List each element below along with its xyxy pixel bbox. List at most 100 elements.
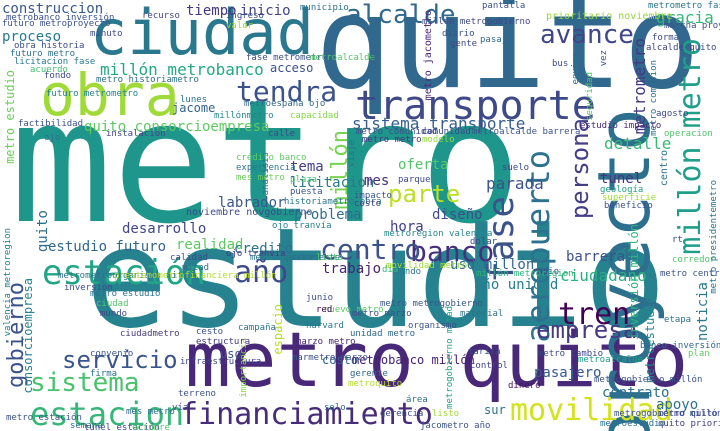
word-modelo: modelo	[422, 135, 455, 145]
word-metro-cambio: metro cambio	[538, 349, 604, 359]
word-viaje: viaje	[347, 140, 357, 168]
word-metrogobierno-millon: metrogobierno millón	[614, 409, 720, 419]
word-mundo: mundo	[394, 267, 422, 277]
word-sistema: sistema	[30, 368, 140, 398]
word-sur: sur	[484, 403, 506, 417]
word-uso: uso	[220, 347, 242, 361]
word-metrometro-fase: metrometro fase	[648, 1, 720, 11]
word-metroregion-valencia: metroregion valencia	[384, 229, 493, 239]
word-radio: radio	[532, 267, 560, 277]
word-tema: tema	[290, 159, 324, 175]
word-tunel: tunel	[600, 171, 643, 187]
word-agosto: agosto	[656, 109, 689, 119]
word-obra: obra	[40, 61, 180, 129]
word-presidente: presidente	[286, 253, 341, 263]
word-geologia: geología	[600, 185, 644, 195]
word-inicio: inicio	[240, 3, 291, 19]
word-metrobanco-inversion: metrobanco inversión	[6, 13, 115, 23]
word-inversion: inversion	[64, 283, 113, 293]
word-solo: solo	[324, 403, 346, 413]
word-impacto: impacto	[354, 191, 392, 201]
word-marmetro-marzo: marmetro marzo	[292, 353, 368, 363]
word-gente: gente	[450, 39, 478, 49]
word-junio: junio	[306, 293, 334, 303]
word-corredor: corredor	[672, 255, 716, 265]
word-dolar: dolar	[470, 237, 498, 247]
word-material: material	[460, 309, 504, 319]
word-metro-estudio: metro estudio	[3, 70, 17, 164]
word-puesta: puesta	[290, 187, 323, 197]
word-quito-prioridad: quito prioridad	[658, 419, 720, 429]
word-ojo-tranvia: ojo tranvia	[226, 249, 286, 259]
word-noticia: noticia	[695, 282, 711, 342]
word-millonmetro: millónmetro	[214, 111, 274, 121]
word-banco-inversion: banco inversión	[640, 341, 720, 351]
word-semana: semana	[70, 421, 103, 431]
word-sistema-transporte: sistema transporte	[352, 114, 526, 133]
word-prestamometrofinanciera-millon: prestamometrofinanciera millón	[114, 271, 277, 281]
word-contrato: contrato	[602, 385, 670, 401]
word-jacometro-ano: jacometro año	[420, 421, 491, 431]
word-mes-metro-small: mes metro	[126, 407, 175, 417]
word-marzo-metro: marzo metro	[296, 337, 356, 347]
word-estudio-futuro: estudio futuro	[48, 239, 167, 255]
word-infraestructura: infraestructura	[180, 357, 262, 367]
word-alcalde-quito: alcalde quito	[646, 43, 717, 53]
word-millonmetro-small: millonmetro	[369, 30, 379, 90]
word-metro-comision: metro comision	[649, 60, 659, 136]
word-seguridad: seguridad	[585, 72, 595, 121]
word-metro-centro: metro centro	[660, 269, 720, 279]
word-tiempo: tiempo	[186, 3, 237, 19]
word-via: vía	[172, 403, 189, 413]
word-mitad: mitad	[182, 263, 210, 273]
word-recurso: recurso	[142, 11, 180, 21]
word-metro-quito: metro quito	[185, 315, 689, 404]
word-minuto: minuto	[90, 29, 123, 39]
word-ciudadmetro: ciudadmetro	[120, 329, 180, 339]
word-campana: campaña	[238, 323, 276, 333]
word-plaza: plaza	[290, 175, 318, 185]
word-ciudadano: ciudadano	[560, 266, 647, 285]
word-rt: rt	[672, 235, 683, 245]
word-metroquito: metroquito	[348, 379, 403, 389]
word-metrogobierno-millon-small: metrogobierno millón	[594, 375, 703, 385]
word-capacidad: capacidad	[290, 111, 339, 121]
word-metrobanco-millon: metrobanco millón	[352, 353, 475, 367]
word-harvard: harvard	[306, 321, 344, 331]
word-estudio: estudio	[85, 198, 667, 359]
word-noviembre-novgobierno: noviembre novgobierno	[186, 207, 313, 218]
word-avance: avance	[540, 20, 634, 50]
word-mundo-small: mundo	[100, 309, 128, 319]
word-metroecuador: metroecuador	[250, 253, 316, 263]
word-licitacion-fase: licitacion fase	[14, 57, 96, 67]
word-suelo: suelo	[502, 163, 530, 173]
word-ano-unidad: año unidad	[474, 277, 559, 293]
word-licitacion: licitacion	[290, 175, 375, 191]
word-credito-banco: crédito banco	[236, 153, 307, 163]
word-quito-consorcioempresa: quito consorcioempresa	[84, 119, 270, 135]
word-operacion: operacion	[664, 129, 713, 139]
word-movilidad-metro: movilidad metro	[386, 261, 468, 271]
word-calidad: calidad	[170, 253, 208, 263]
word-metro-quito-prioridad: metro quito prioridad	[658, 409, 720, 419]
word-banco: banco	[410, 235, 495, 268]
word-lista: lista	[316, 253, 344, 263]
word-realidad: realidad	[176, 237, 244, 253]
word-futuro-metroproyecto: futuro metroproyecto	[2, 19, 111, 29]
word-quito-small: quito	[35, 210, 51, 253]
word-alcalde: alcalde	[346, 0, 456, 30]
word-estacion: estacion	[30, 395, 185, 431]
word-municipio: municipio	[300, 3, 349, 13]
word-cesto: cesto	[196, 327, 224, 337]
word-valor: valor	[226, 21, 254, 31]
word-tarifa: tarifa	[468, 347, 501, 357]
word-tendra: tendra	[236, 75, 338, 108]
word-nuevo-metro: nuevo metro	[324, 305, 384, 315]
word-pasaje: pasaje	[480, 35, 513, 45]
word-vez: vez	[599, 50, 609, 67]
word-area: área	[406, 395, 428, 405]
word-experiencia: experiencia	[236, 163, 296, 173]
word-marcha-proyecto: marcha proyecto	[664, 21, 720, 31]
word-credito: credito	[234, 241, 294, 257]
